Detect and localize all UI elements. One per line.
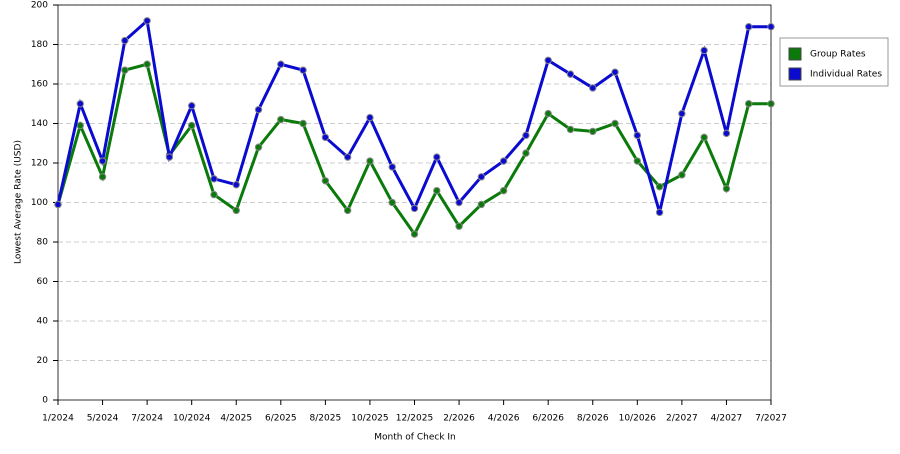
point [76, 100, 84, 108]
point [633, 131, 642, 140]
point [566, 70, 575, 78]
point [121, 36, 129, 45]
point [410, 204, 419, 213]
point [611, 68, 619, 76]
point [678, 109, 686, 118]
point [455, 222, 463, 230]
point [187, 102, 196, 110]
x-tick-label: 10/2025 [351, 414, 388, 424]
point [544, 56, 552, 64]
legend-label: Individual Rates [810, 70, 882, 80]
y-axis-title: Lowest Average Rate (USD) [14, 140, 24, 264]
point [589, 84, 597, 92]
point [611, 119, 619, 128]
point [366, 113, 374, 122]
y-tick-label: 100 [31, 198, 48, 208]
x-tick-label: 4/2026 [488, 414, 520, 424]
point [433, 186, 441, 195]
point [655, 183, 664, 191]
point [655, 208, 664, 217]
point [633, 157, 642, 165]
point [321, 133, 330, 142]
point [343, 153, 352, 161]
point [499, 157, 508, 165]
point [722, 129, 731, 138]
point [589, 127, 597, 136]
point [499, 186, 508, 195]
point [254, 143, 263, 151]
point [410, 230, 419, 238]
y-tick-label: 140 [31, 119, 48, 129]
point [477, 200, 486, 209]
point [455, 198, 463, 207]
x-tick-label: 5/2024 [87, 414, 119, 424]
x-tick-label: 7/2024 [131, 414, 163, 424]
point [143, 60, 151, 68]
point [343, 206, 352, 215]
point [745, 100, 753, 108]
point [299, 66, 307, 74]
x-tick-label: 4/2027 [711, 414, 743, 424]
point [121, 66, 129, 74]
x-tick-label: 1/2024 [42, 414, 74, 424]
y-tick-label: 60 [37, 277, 49, 287]
point [700, 133, 708, 142]
y-tick-label: 120 [31, 159, 48, 169]
point [232, 206, 240, 215]
x-tick-label: 4/2025 [220, 414, 252, 424]
point [522, 131, 530, 140]
x-tick-label: 12/2025 [396, 414, 433, 424]
x-tick-label: 10/2026 [619, 414, 657, 424]
y-tick-label: 160 [31, 80, 48, 90]
legend-swatch [788, 67, 802, 81]
point [388, 198, 396, 207]
point [277, 60, 285, 68]
x-tick-label: 6/2025 [265, 414, 297, 424]
point [254, 105, 263, 114]
y-tick-label: 200 [31, 1, 48, 11]
point [76, 121, 84, 130]
point [767, 100, 775, 108]
x-axis-title: Month of Check In [374, 433, 456, 443]
point [165, 153, 174, 161]
point [433, 153, 441, 161]
point [566, 125, 575, 134]
point [210, 175, 218, 183]
x-tick-label: 7/2027 [755, 414, 787, 424]
legend-label: Group Rates [810, 50, 866, 60]
point [232, 181, 240, 189]
point [143, 17, 151, 25]
point [722, 184, 731, 193]
y-tick-label: 0 [42, 396, 48, 406]
point [98, 173, 107, 181]
x-tick-label: 6/2026 [532, 414, 564, 424]
x-tick-label: 10/2024 [173, 414, 211, 424]
point [277, 115, 285, 124]
legend-swatch [788, 47, 802, 61]
point [522, 149, 530, 157]
point [210, 190, 218, 199]
x-tick-label: 2/2027 [666, 414, 698, 424]
point [767, 23, 775, 31]
point [678, 171, 686, 179]
y-tick-label: 40 [37, 317, 49, 327]
x-tick-label: 8/2026 [577, 414, 609, 424]
y-tick-label: 80 [37, 238, 49, 248]
y-tick-label: 20 [37, 356, 49, 366]
point [299, 119, 307, 128]
x-tick-label: 8/2025 [310, 414, 342, 424]
point [388, 163, 396, 171]
point [700, 46, 708, 55]
x-tick-label: 2/2026 [443, 414, 475, 424]
y-tick-label: 180 [31, 40, 48, 50]
point [98, 157, 107, 165]
point [54, 200, 62, 209]
point [366, 157, 374, 165]
point [321, 177, 330, 185]
point [745, 23, 753, 31]
point [477, 173, 486, 181]
point [544, 109, 552, 118]
point [187, 121, 196, 130]
